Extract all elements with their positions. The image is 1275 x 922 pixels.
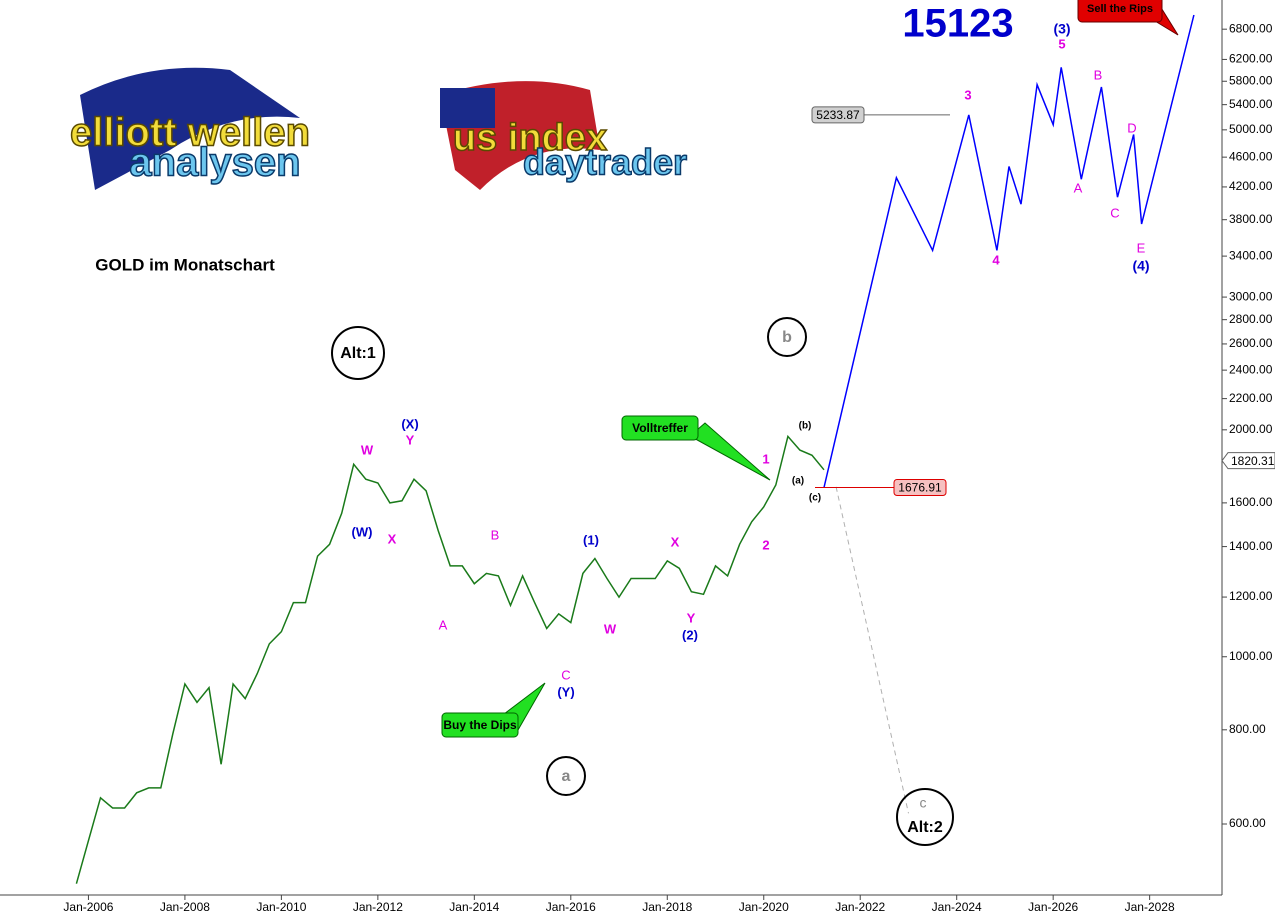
y-tick-label: 1000.00 [1229,649,1273,663]
series-line [75,434,825,884]
annotation: Sell the Rips [1087,3,1153,15]
chart-title: GOLD im Monatschart [95,255,275,274]
x-tick-label: Jan-2012 [353,900,403,914]
annotation: (2) [682,627,698,642]
annotation: (X) [401,416,418,431]
annotation: Volltreffer [632,421,688,435]
annotation: Y [406,432,415,447]
logo-flag [440,88,495,128]
y-tick-label: 6200.00 [1229,52,1273,66]
y-tick-label: 4200.00 [1229,179,1273,193]
annotation-circle [546,756,586,796]
y-tick-label: 2600.00 [1229,336,1273,350]
y-tick-label: 3000.00 [1229,289,1273,303]
y-tick-label: 5400.00 [1229,97,1273,111]
y-tick-label: 2800.00 [1229,312,1273,326]
price-label: 5233.87 [816,108,860,122]
logo-usid: us index daytrader [440,81,688,190]
y-tick-label: 1200.00 [1229,589,1273,603]
y-tick-label: 1400.00 [1229,539,1273,553]
y-tick-label: 2000.00 [1229,422,1273,436]
annotation: b [782,329,792,346]
logo-flag [80,67,300,190]
annotation: Buy the Dips [443,718,517,732]
callout-box [1077,0,1163,23]
y-tick-label: 600.00 [1229,816,1266,830]
y-tick-label: 4600.00 [1229,149,1273,163]
annotation: 1 [762,451,769,466]
logo-ewa: elliott wellen analysen [69,67,311,190]
logo-text: daytrader [523,142,687,183]
y-tick-label: 2200.00 [1229,391,1273,405]
annotation: Y [687,610,696,625]
y-tick-label: 5000.00 [1229,122,1273,136]
y-tick-label: 2400.00 [1229,362,1273,376]
y-tick-label: 800.00 [1229,722,1266,736]
annotation: Alt:1 [340,345,376,362]
annotation-circle [896,788,954,846]
annotation: (Y) [557,684,574,699]
annotation: (a) [792,476,804,487]
annotation: (3) [1053,21,1070,37]
annotation: X [388,531,397,546]
series-line [823,14,1195,488]
annotation: a [562,768,571,785]
x-tick-label: Jan-2028 [1125,900,1175,914]
x-tick-label: Jan-2026 [1028,900,1078,914]
logo-text: us index [453,117,607,159]
annotation: 2 [762,537,769,552]
annotation: c [920,795,927,811]
x-tick-label: Jan-2022 [835,900,885,914]
x-tick-label: Jan-2018 [642,900,692,914]
annotation-circle [331,326,385,380]
y-tick-label: 5800.00 [1229,73,1273,87]
annotation: 5 [1058,36,1065,51]
y-tick-label: 3400.00 [1229,248,1273,262]
annotation: 3 [964,87,971,102]
annotation: (4) [1132,258,1149,274]
annotation: Alt:2 [907,819,943,836]
callout-box [621,415,699,441]
annotation: X [671,534,680,549]
annotation: W [361,442,374,457]
last-price-label: 1820.31 [1231,454,1275,468]
x-tick-label: Jan-2008 [160,900,210,914]
annotation: E [1137,240,1146,255]
annotation: A [439,617,448,632]
annotation: (c) [809,493,821,504]
annotation: A [1074,180,1083,195]
y-tick-label: 3800.00 [1229,212,1273,226]
price-flag [811,106,865,124]
annotation: W [604,621,617,636]
annotation-circle [767,317,807,357]
annotation: (b) [799,421,812,432]
annotation: 15123 [902,2,1013,46]
x-tick-label: Jan-2016 [546,900,596,914]
annotation: B [491,527,500,542]
annotation: D [1127,120,1136,135]
x-tick-label: Jan-2020 [739,900,789,914]
annotation: C [1110,205,1119,220]
x-tick-label: Jan-2010 [256,900,306,914]
x-tick-label: Jan-2014 [449,900,499,914]
annotation: (W) [352,524,373,539]
annotation: (1) [583,532,599,547]
y-tick-label: 6800.00 [1229,21,1273,35]
last-price-flag [1221,452,1275,470]
price-flag [893,479,947,497]
logo-text: analysen [129,141,300,185]
price-label: 1676.91 [898,481,942,495]
x-tick-label: Jan-2006 [63,900,113,914]
series-line [835,486,909,814]
annotation: C [561,667,570,682]
y-tick-label: 1600.00 [1229,495,1273,509]
callout-box [441,712,519,738]
x-tick-label: Jan-2024 [932,900,982,914]
logo-text: elliott wellen [70,111,310,155]
annotation: B [1094,67,1103,82]
annotation: 4 [992,252,1000,267]
